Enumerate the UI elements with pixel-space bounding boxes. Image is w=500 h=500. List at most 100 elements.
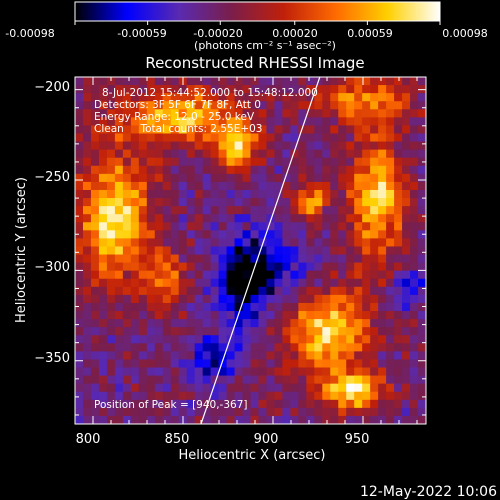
heatmap-cell	[250, 77, 260, 86]
heatmap-cell	[194, 254, 204, 264]
heatmap-cell	[82, 93, 92, 102]
heatmap-cell	[186, 125, 196, 135]
heatmap-cell	[75, 149, 84, 159]
heatmap-cell	[378, 173, 387, 183]
heatmap-cell	[386, 270, 395, 280]
heatmap-cell	[378, 270, 387, 280]
heatmap-cell	[234, 294, 244, 304]
heatmap-cell	[90, 222, 100, 231]
heatmap-cell	[194, 141, 204, 151]
heatmap-cell	[130, 173, 140, 183]
x-tick-label-800: 800	[76, 432, 101, 447]
heatmap-cell	[122, 391, 132, 401]
heatmap-cell	[266, 335, 276, 344]
heatmap-cell	[98, 302, 108, 312]
heatmap-cell	[226, 189, 236, 199]
heatmap-cell	[386, 125, 395, 135]
heatmap-cell	[218, 246, 228, 256]
heatmap-cell	[394, 214, 403, 223]
heatmap-cell	[354, 181, 363, 191]
heatmap-cell	[274, 109, 284, 118]
heatmap-cell	[242, 133, 252, 143]
heatmap-cell	[194, 189, 204, 199]
heatmap-cell	[266, 294, 276, 304]
colorbar-ticks	[74, 21, 441, 25]
heatmap-cell	[330, 149, 339, 159]
heatmap-cell	[386, 93, 395, 102]
heatmap-cell	[75, 311, 84, 320]
heatmap-cell	[338, 262, 347, 272]
heatmap-cell	[410, 149, 419, 159]
heatmap-cell	[250, 278, 260, 288]
heatmap-cell	[386, 157, 395, 167]
heatmap-cell	[75, 407, 84, 417]
heatmap-cell	[98, 222, 108, 231]
heatmap-cell	[418, 109, 426, 118]
heatmap-cell	[130, 270, 140, 280]
heatmap-cell	[338, 173, 347, 183]
heatmap-cell	[386, 206, 395, 215]
heatmap-cell	[75, 181, 84, 191]
heatmap-cell	[194, 117, 204, 127]
heatmap-cell	[75, 367, 84, 377]
heatmap-cell	[250, 351, 260, 361]
heatmap-cell	[194, 133, 204, 143]
heatmap-cell	[122, 206, 132, 215]
heatmap-cell	[346, 270, 355, 280]
heatmap-cell	[354, 335, 363, 344]
heatmap-cell	[298, 319, 307, 328]
heatmap-cell	[154, 367, 164, 377]
heatmap-cell	[346, 383, 355, 393]
heatmap-cell	[282, 157, 291, 167]
heatmap-cell	[250, 230, 260, 239]
heatmap-cell	[338, 189, 347, 199]
heatmap-cell	[402, 157, 411, 167]
heatmap-cell	[202, 254, 212, 264]
heatmap-cell	[146, 222, 156, 231]
heatmap-cell	[178, 238, 188, 248]
heatmap-cell	[346, 375, 355, 385]
heatmap-cell	[306, 294, 315, 304]
heatmap-cell	[226, 206, 236, 215]
heatmap-cell	[274, 399, 284, 409]
heatmap-cell	[402, 294, 411, 304]
heatmap-cell	[218, 77, 228, 86]
heatmap-cell	[202, 262, 212, 272]
heatmap-cell	[402, 189, 411, 199]
heatmap-cell	[82, 133, 92, 143]
heatmap-cell	[178, 85, 188, 94]
heatmap-cell	[98, 359, 108, 369]
heatmap-cell	[274, 173, 284, 183]
heatmap-cell	[210, 278, 220, 288]
heatmap-cell	[274, 125, 284, 135]
heatmap-cell	[186, 206, 196, 215]
heatmap-cell	[266, 198, 276, 207]
heatmap-cell	[266, 407, 276, 417]
heatmap-cell	[370, 286, 379, 296]
heatmap-cell	[418, 335, 426, 344]
heatmap-cell	[314, 101, 323, 110]
heatmap-cell	[242, 343, 252, 352]
heatmap-cell	[90, 246, 100, 256]
heatmap-cell	[234, 286, 244, 296]
heatmap-cell	[346, 391, 355, 401]
heatmap-cell	[186, 214, 196, 223]
heatmap-cell	[410, 198, 419, 207]
heatmap-cell	[298, 278, 307, 288]
heatmap-cell	[242, 375, 252, 385]
heatmap-cell	[154, 399, 164, 409]
heatmap-cell	[354, 294, 363, 304]
heatmap-cell	[410, 294, 419, 304]
heatmap-cell	[138, 206, 148, 215]
heatmap-cell	[242, 270, 252, 280]
heatmap-cell	[338, 198, 347, 207]
heatmap-cell	[202, 351, 212, 361]
heatmap-cell	[170, 343, 180, 352]
heatmap-cell	[178, 173, 188, 183]
heatmap-cell	[362, 359, 371, 369]
heatmap-cell	[250, 311, 260, 320]
heatmap-cell	[314, 157, 323, 167]
heatmap-cell	[322, 133, 331, 143]
heatmap-cell	[394, 109, 403, 118]
heatmap-cell	[98, 254, 108, 264]
